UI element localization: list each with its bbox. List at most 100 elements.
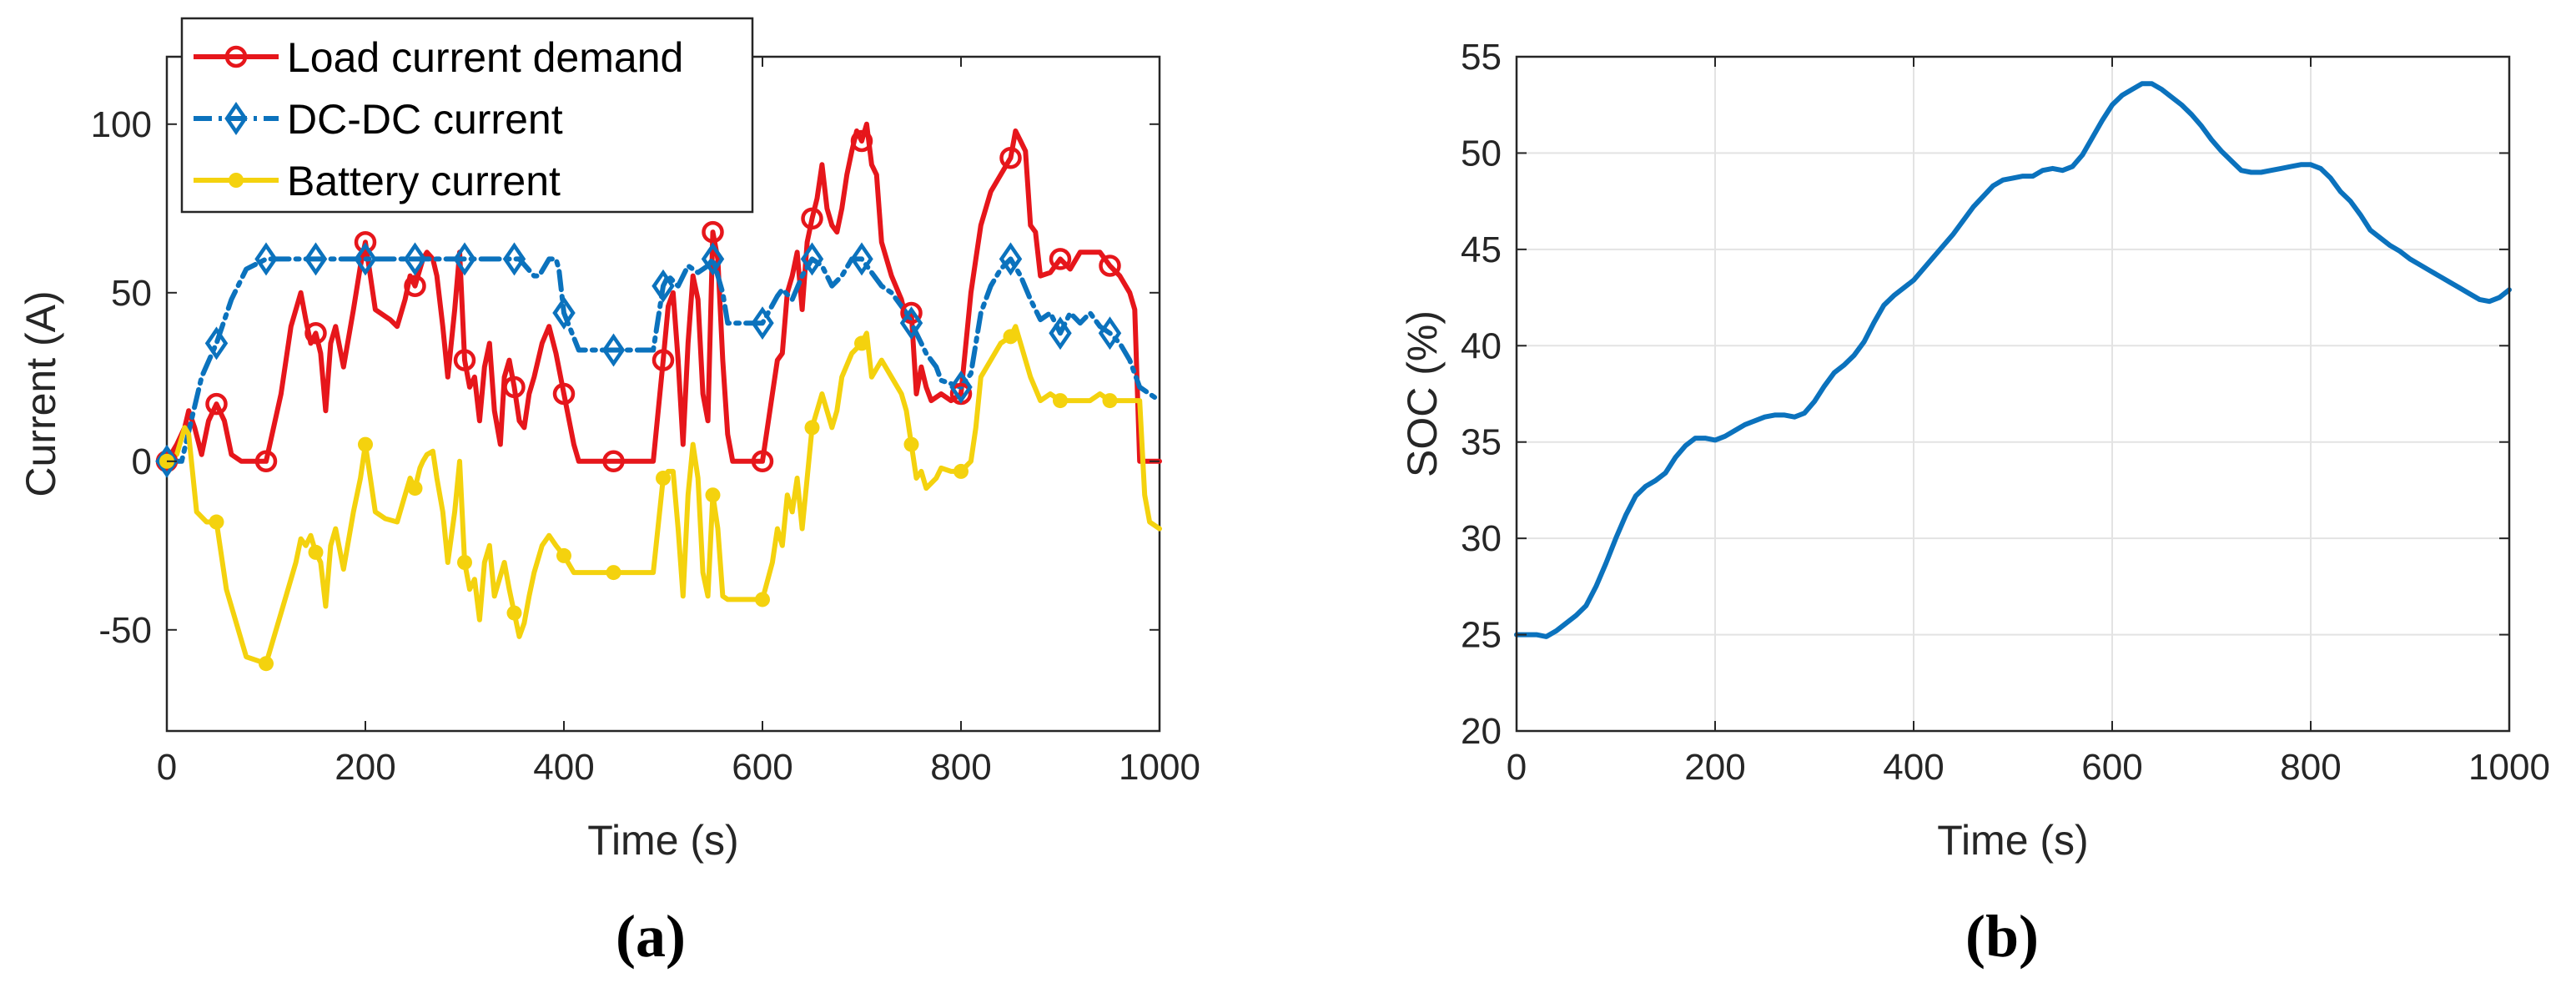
x-tick-label: 400 [1883,747,1944,788]
y-tick-label: 40 [1461,325,1502,366]
chart-panel-a: 0 200 400 600 800 1000 -50 0 50 100 Time (s) Cur… [18,17,1200,970]
series-line-soc [1514,81,2512,639]
marker-dcdc-current [1049,316,1072,350]
marker-battery-current [854,335,869,351]
y-tick-label: 30 [1461,518,1502,559]
marker-dcdc-current [899,306,923,340]
legend-marker-dcdc [224,102,248,135]
marker-dcdc-current [800,242,824,276]
marker-load-current [1049,248,1072,270]
marker-battery-current [953,463,969,479]
y-tick-label: 45 [1461,229,1502,270]
series-line-battery-current [164,324,1162,667]
legend-a: Load current demand DC-DC current Batter… [180,17,754,214]
marker-load-current [552,382,576,406]
marker-load-current [850,129,873,153]
y-axis-label-a: Current (A) [18,290,64,497]
y-tick-label: 55 [1461,37,1502,78]
marker-dcdc-current [999,242,1023,276]
y-tick-label: 100 [91,104,152,145]
marker-battery-current [506,605,522,621]
marker-dcdc-current [204,326,229,360]
marker-battery-current [804,420,820,436]
legend-entry-load: Load current demand [194,34,683,81]
marker-load-current [602,450,625,473]
marker-load-current [702,220,724,244]
marker-dcdc-current [354,242,377,276]
x-axis-label-a: Time (s) [587,817,738,864]
marker-dcdc-current [1098,316,1122,350]
marker-battery-current [1102,393,1118,409]
x-tick-label: 600 [2081,747,2142,788]
y-tick-label: 35 [1461,422,1502,463]
marker-dcdc-current [502,242,526,276]
x-tick-label: 800 [930,747,991,788]
y-tick-label: 50 [111,273,152,314]
x-tick-label: 1000 [1119,747,1200,788]
marker-load-current [453,349,476,371]
y-tick-label: 20 [1461,711,1502,752]
marker-dcdc-current [601,333,626,367]
marker-dcdc-current [949,370,973,404]
x-tick-label: 600 [732,747,792,788]
marker-dcdc-current [652,269,675,303]
marker-dcdc-current [403,242,427,276]
legend-entry-dcdc: DC-DC current [194,96,563,143]
marker-load-current [254,450,278,473]
marker-battery-current [308,544,324,560]
legend-label-dcdc: DC-DC current [287,96,563,143]
marker-battery-current [209,514,224,530]
marker-battery-current [1003,329,1019,345]
marker-battery-current [1053,393,1068,409]
chart-panel-b: 0 200 400 600 800 1000 20 25 30 35 40 45 50 55 Time … [1399,37,2550,970]
x-tick-label: 1000 [2468,747,2550,788]
marker-dcdc-current [850,242,873,276]
marker-load-current [999,146,1022,169]
legend-marker-load [224,45,248,68]
marker-dcdc-current [552,296,576,330]
legend-entry-battery: Battery current [194,158,561,204]
marker-battery-current [457,555,472,570]
marker-dcdc-current [701,242,725,276]
legend-label-battery: Battery current [287,158,561,204]
x-tick-label: 200 [1684,747,1745,788]
marker-load-current [503,376,526,399]
y-axis-label-b: SOC (%) [1399,310,1446,477]
marker-battery-current [556,547,571,563]
legend-marker-battery [229,173,244,188]
marker-battery-current [903,436,919,452]
panel-label-b: (b) [1965,903,2039,970]
marker-load-current [751,450,774,473]
marker-dcdc-current [453,242,476,276]
x-tick-label: 400 [533,747,594,788]
marker-load-current [900,301,923,325]
x-tick-label: 800 [2280,747,2341,788]
marker-battery-current [606,565,621,581]
y-tick-label: 50 [1461,133,1502,174]
marker-load-current [304,322,327,345]
marker-dcdc-current [304,242,328,276]
x-ticks-b: 0 200 400 600 800 1000 [1507,57,2550,788]
marker-dcdc-current [751,306,774,340]
marker-battery-current [407,481,423,497]
markers-group-a [155,129,1122,672]
series-line-dc-dc-current [164,256,1162,464]
marker-battery-current [259,656,274,672]
marker-load-current [354,230,377,254]
axes-box-b [1515,55,2511,733]
marker-load-current [205,392,228,416]
marker-load-current [801,207,823,230]
marker-battery-current [358,436,373,452]
x-tick-label: 0 [157,747,177,788]
x-tick-label: 200 [335,747,395,788]
series-group-b [1514,81,2512,639]
panel-label-a: (a) [616,903,686,970]
y-tick-label: -50 [98,610,152,651]
x-axis-label-b: Time (s) [1937,817,2088,864]
axes-bg-b [1517,57,2509,731]
marker-battery-current [656,471,671,486]
marker-load-current [652,349,675,371]
y-tick-label: 25 [1461,615,1502,656]
y-ticks-a: -50 0 50 100 [91,104,1160,651]
marker-dcdc-current [155,444,179,478]
